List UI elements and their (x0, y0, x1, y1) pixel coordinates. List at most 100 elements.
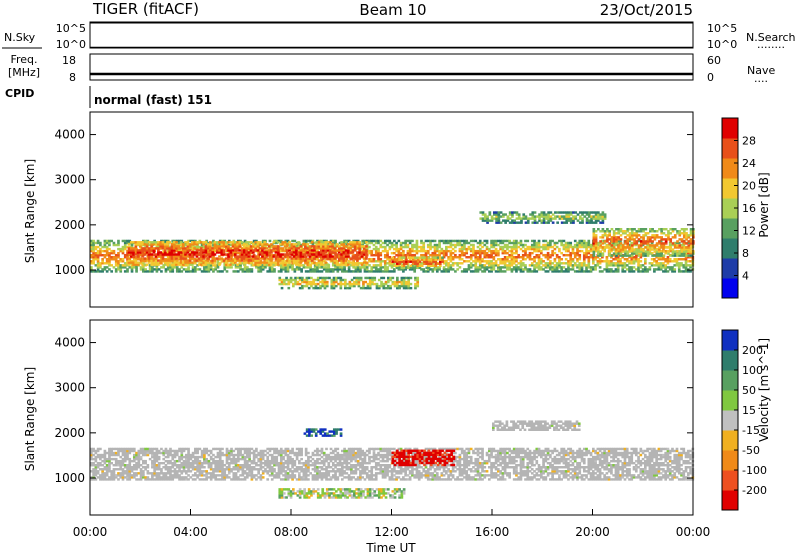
power-cell (667, 232, 670, 235)
power-cell (580, 249, 584, 253)
power-cell (530, 262, 534, 265)
power-cell (567, 247, 570, 251)
power-cell (94, 247, 98, 251)
power-cell (606, 238, 609, 241)
power-cell (529, 213, 532, 216)
power-cell (597, 211, 600, 214)
power-cell (556, 215, 559, 218)
power-cell (123, 245, 127, 249)
power-cell (671, 270, 674, 273)
velocity-cell (132, 474, 136, 477)
power-cell (316, 270, 319, 273)
power-cell (506, 266, 509, 269)
power-cell (245, 241, 248, 244)
power-cell (637, 264, 640, 267)
power-cell (261, 257, 264, 260)
power-cell (610, 249, 613, 253)
power-cell (224, 245, 228, 248)
power-cell (243, 247, 247, 251)
power-cell (671, 266, 674, 269)
velocity-cell (126, 463, 129, 467)
power-cell (389, 278, 392, 282)
power-cell (571, 251, 575, 255)
power-cell (578, 255, 582, 259)
power-cell (669, 246, 673, 249)
power-cell (510, 268, 514, 271)
power-cell (90, 262, 93, 265)
nsky-tick-top-right: 10^5 (707, 22, 737, 35)
power-cell (353, 255, 357, 258)
power-cell (345, 239, 349, 243)
power-cell (398, 262, 401, 265)
power-cell (413, 249, 417, 253)
power-cell (564, 268, 568, 271)
power-cell (404, 243, 407, 247)
power-cell (148, 257, 151, 260)
velocity-cell (112, 463, 116, 467)
power-cell (472, 249, 475, 253)
power-cell (411, 239, 414, 243)
power-cell (353, 282, 356, 286)
velocity-cell (103, 457, 107, 461)
power-cell (624, 248, 627, 251)
power-cell (261, 253, 264, 256)
power-cell (374, 249, 378, 253)
power-cell (172, 249, 176, 252)
power-cell (465, 247, 469, 251)
power-cell (146, 260, 150, 263)
power-cell (449, 243, 453, 247)
power-cell (467, 264, 471, 267)
power-cell (598, 262, 602, 265)
power-cell (94, 253, 98, 257)
power-cell (90, 243, 93, 247)
power-cell (639, 236, 643, 239)
power-cell (644, 240, 648, 243)
power-cell (485, 260, 489, 263)
velocity-cell (162, 466, 166, 469)
power-cell (641, 264, 645, 267)
power-cell (472, 245, 475, 249)
velocity-cell (142, 466, 145, 469)
power-cell (501, 270, 505, 273)
power-cell (313, 241, 317, 245)
power-cell (472, 251, 475, 255)
velocity-cell (153, 463, 156, 467)
power-cell (126, 251, 129, 255)
power-cell (635, 242, 639, 245)
power-cell (138, 249, 142, 252)
power-cell (605, 264, 609, 267)
power-cell (246, 245, 249, 249)
power-cell (128, 266, 132, 269)
power-cell (368, 245, 371, 249)
velocity-cell (108, 455, 111, 459)
power-cell (290, 257, 294, 260)
power-cell (129, 253, 133, 256)
power-cell (297, 241, 300, 244)
power-cell (416, 258, 420, 261)
power-cell (300, 270, 303, 273)
power-cell (521, 253, 525, 257)
power-cell (616, 258, 620, 261)
power-cell (160, 239, 163, 243)
power-cell (161, 255, 165, 258)
power-cell (379, 253, 383, 257)
power-cell (141, 251, 144, 254)
power-cell (261, 264, 265, 267)
power-cell (608, 234, 611, 237)
power-cell (163, 247, 167, 250)
power-cell (264, 253, 267, 257)
power-cell (307, 258, 310, 261)
power-cell (402, 266, 406, 270)
power-cell (248, 270, 251, 273)
power-cell (163, 245, 167, 248)
power-cell (258, 251, 262, 254)
power-cell (405, 258, 408, 261)
power-cell (257, 270, 260, 273)
power-cell (250, 268, 254, 271)
power-cell (168, 253, 172, 256)
power-cell (391, 280, 395, 284)
power-cell (680, 240, 684, 243)
power-cell (114, 268, 118, 271)
power-cell (258, 257, 262, 260)
power-cell (542, 211, 546, 214)
